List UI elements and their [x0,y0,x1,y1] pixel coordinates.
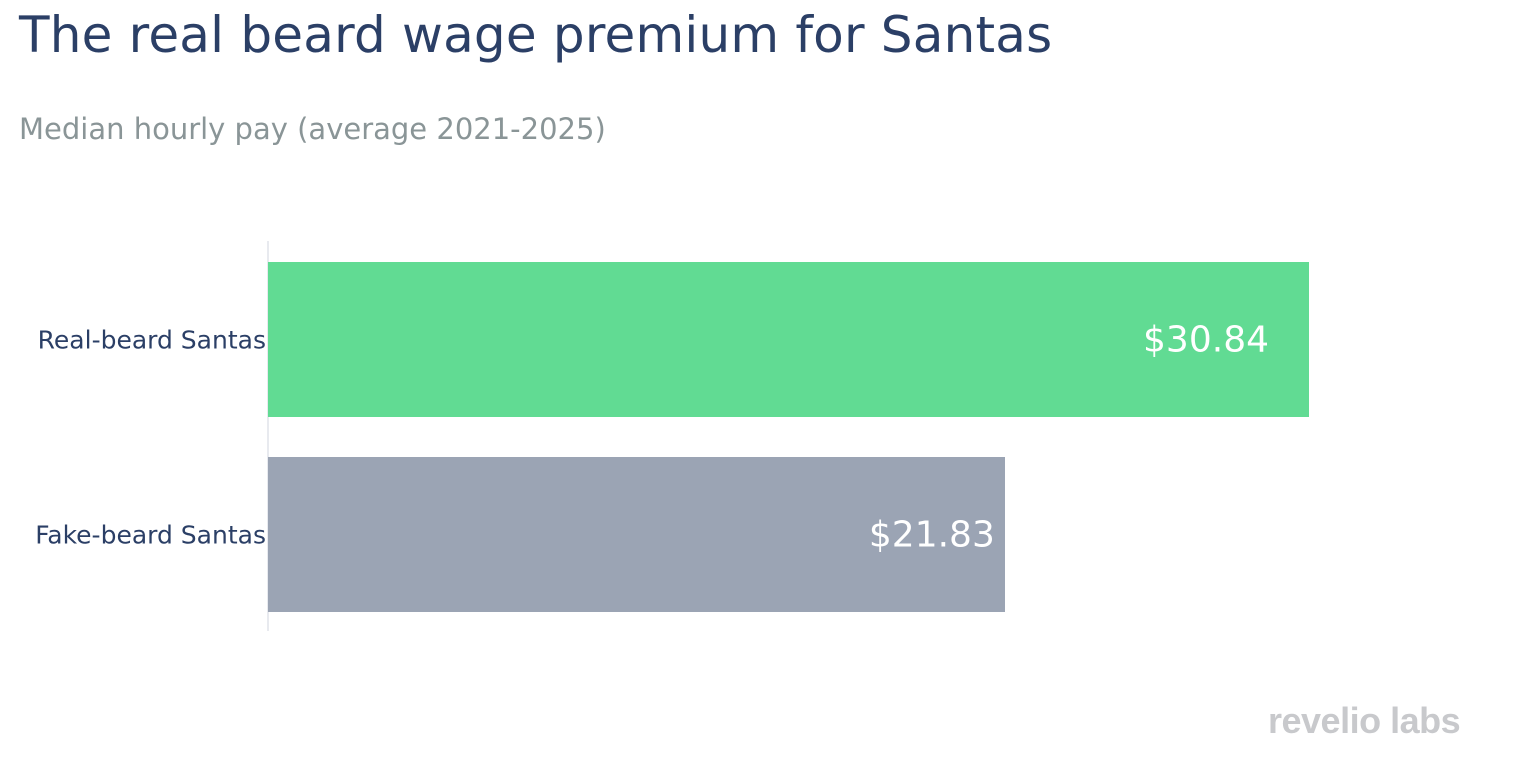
category-label-real-beard: Real-beard Santas [37,325,266,355]
category-label-fake-beard: Fake-beard Santas [35,520,266,550]
bar-fake-beard: $21.83 [268,457,1005,612]
y-axis-line [267,241,269,631]
chart-subtitle: Median hourly pay (average 2021-2025) [19,112,606,146]
bar-value-label: $21.83 [868,514,995,555]
bar-value-label: $30.84 [1143,319,1269,360]
chart-title: The real beard wage premium for Santas [19,6,1053,64]
bar-real-beard: $30.84 [268,262,1309,417]
revelio-labs-logo: revelio labs [1268,700,1461,741]
